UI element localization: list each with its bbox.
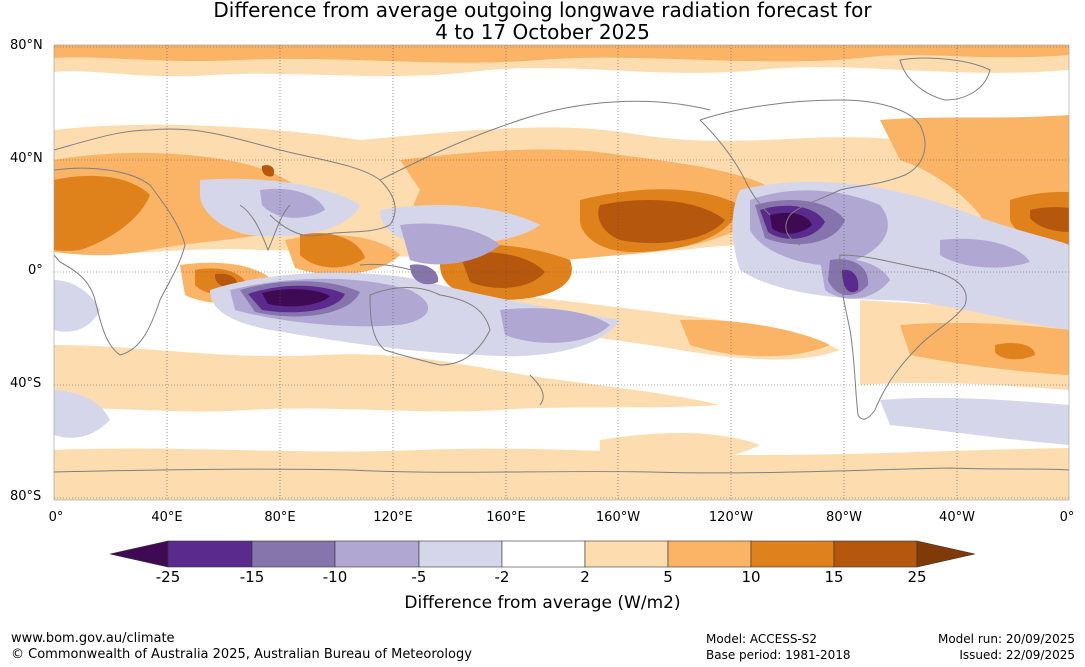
colorbar xyxy=(109,540,976,568)
lon-label: 160°E xyxy=(486,510,526,525)
footer-issued: Issued: 22/09/2025 xyxy=(959,648,1075,662)
lat-label: 80°N xyxy=(10,38,43,53)
lat-label: 40°S xyxy=(10,376,42,391)
footer-base-period: Base period: 1981-2018 xyxy=(706,648,851,662)
lon-label: 0° xyxy=(48,510,64,525)
map-title-line-1: Difference from average outgoing longwav… xyxy=(213,0,872,22)
map-title-line-2: 4 to 17 October 2025 xyxy=(435,20,650,44)
lon-label: 120°E xyxy=(373,510,413,525)
colorbar-bin xyxy=(418,540,503,568)
colorbar-bin xyxy=(167,540,253,568)
coastlines xyxy=(54,57,1069,474)
lon-label: 80°E xyxy=(264,510,296,525)
map-frame xyxy=(53,44,1070,501)
lat-label: 80°S xyxy=(10,489,42,504)
colorbar-bin xyxy=(750,540,835,568)
positive-anomaly-very-strong xyxy=(214,165,1069,288)
colorbar-tick-label: -2 xyxy=(494,568,510,586)
colorbar-title: Difference from average (W/m2) xyxy=(404,593,681,613)
colorbar-bin xyxy=(501,540,586,568)
colorbar-tick-label: -10 xyxy=(322,568,348,586)
colorbar-min-arrow xyxy=(109,540,169,568)
colorbar-tick-label: -15 xyxy=(239,568,265,586)
lat-label: 0° xyxy=(28,263,43,278)
colorbar-bin xyxy=(251,540,336,568)
lat-label: 40°N xyxy=(10,151,43,166)
colorbar-max-arrow xyxy=(916,540,976,568)
lon-label: 40°W xyxy=(939,510,975,525)
colorbar-tick-label: 15 xyxy=(824,568,844,586)
colorbar-bin xyxy=(833,540,918,568)
colorbar-tick-label: 5 xyxy=(663,568,673,586)
colorbar-bin xyxy=(334,540,420,568)
colorbar-tick-label: 25 xyxy=(907,568,927,586)
lon-label: 80°W xyxy=(826,510,862,525)
footer-copyright: © Commonwealth of Australia 2025, Austra… xyxy=(11,647,472,662)
footer-model-run: Model run: 20/09/2025 xyxy=(937,632,1075,646)
lon-label: 40°E xyxy=(151,510,183,525)
colorbar-tick-label: 10 xyxy=(741,568,761,586)
lon-label: 0° xyxy=(1059,510,1075,525)
lon-label: 120°W xyxy=(708,510,754,525)
colorbar-tick-label: 2 xyxy=(580,568,590,586)
colorbar-bin xyxy=(667,540,752,568)
colorbar-bin xyxy=(584,540,669,568)
colorbar-tick-label: -25 xyxy=(155,568,181,586)
footer-url[interactable]: www.bom.gov.au/climate xyxy=(11,631,175,646)
footer-model: Model: ACCESS-S2 xyxy=(706,632,818,646)
negative-anomaly-extreme xyxy=(262,212,812,307)
graticule xyxy=(54,45,1069,500)
colorbar-tick-label: -5 xyxy=(411,568,427,586)
map-area xyxy=(54,45,1069,500)
lon-label: 160°W xyxy=(595,510,641,525)
